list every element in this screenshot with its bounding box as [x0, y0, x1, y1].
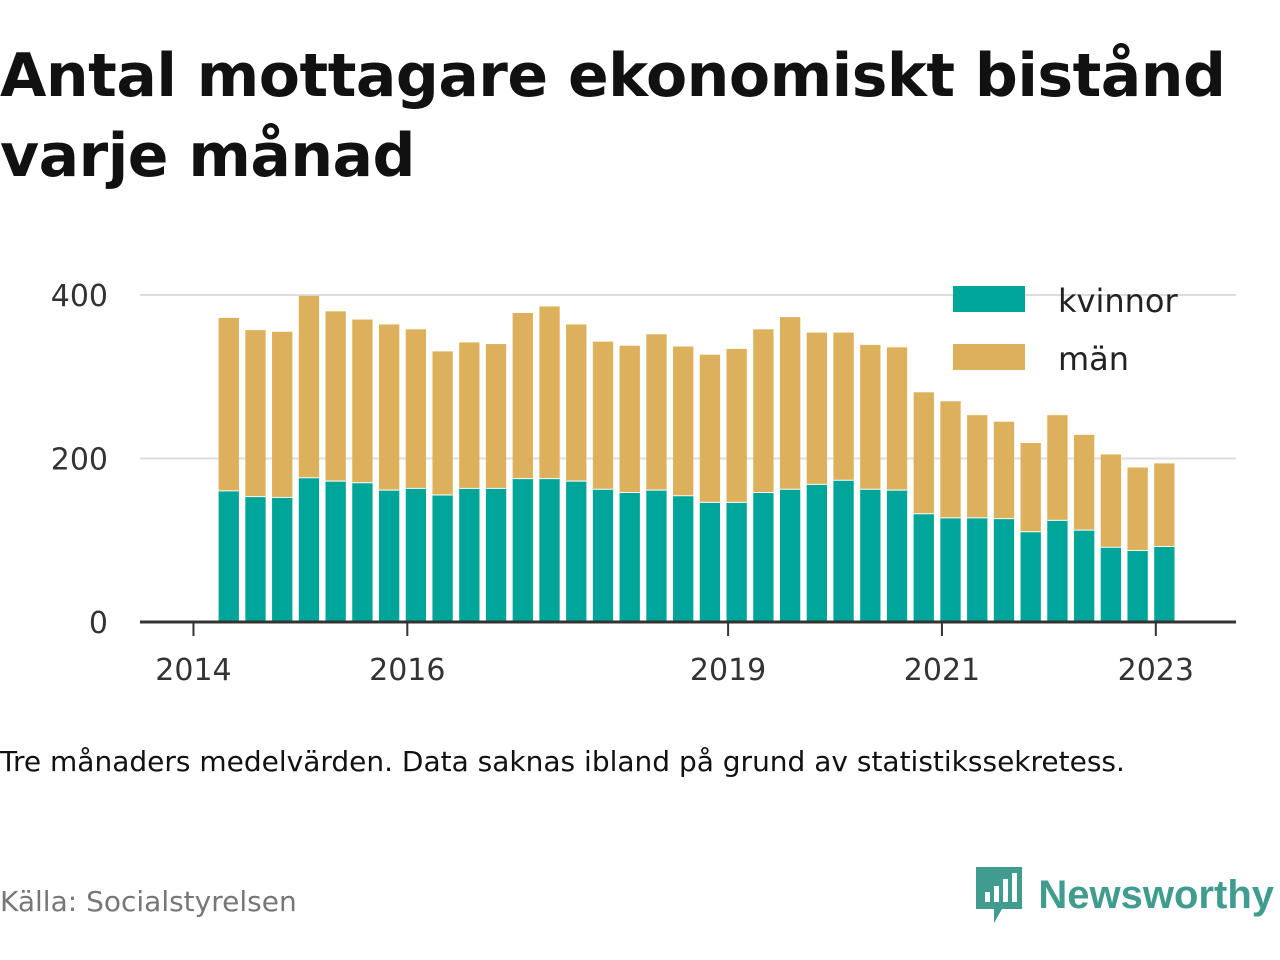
- bar-kvinnor: [566, 480, 587, 622]
- legend: kvinnor män: [953, 282, 1179, 378]
- bar-män: [592, 341, 614, 489]
- bar-kvinnor: [272, 496, 293, 622]
- bar-kvinnor: [699, 501, 721, 622]
- chart-note: Tre månaders medelvärden. Data saknas ib…: [0, 745, 1125, 778]
- newsworthy-brand[interactable]: Newsworthy: [974, 860, 1274, 930]
- bar-män: [218, 317, 239, 491]
- bar-män: [566, 324, 587, 481]
- bar-kvinnor: [512, 478, 533, 622]
- bar-män: [485, 344, 507, 488]
- x-tick-label: 2019: [690, 653, 766, 688]
- bar-män: [378, 324, 400, 490]
- bar-män: [967, 415, 988, 518]
- bar-män: [913, 392, 934, 514]
- bar-män: [993, 421, 1015, 519]
- bar-män: [1047, 415, 1068, 520]
- bar-män: [459, 342, 480, 488]
- x-tick-label: 2021: [904, 653, 980, 688]
- bar-kvinnor: [753, 492, 774, 622]
- bar-män: [1127, 467, 1148, 551]
- bar-kvinnor: [1047, 519, 1068, 622]
- bar-män: [833, 332, 854, 480]
- legend-swatch-män: [953, 344, 1025, 370]
- bar-män: [405, 329, 427, 488]
- bar-män: [325, 311, 346, 481]
- bar-män: [539, 306, 560, 479]
- bar-kvinnor: [1127, 550, 1148, 622]
- bar-män: [886, 347, 908, 490]
- bar-män: [753, 329, 774, 493]
- bar-män: [646, 334, 667, 490]
- bar-kvinnor: [1100, 546, 1122, 622]
- bar-kvinnor: [913, 513, 934, 622]
- legend-swatch-kvinnor: [953, 286, 1025, 312]
- bar-män: [1074, 434, 1095, 530]
- bar-män: [673, 346, 694, 496]
- bar-kvinnor: [352, 482, 373, 622]
- bar-kvinnor: [726, 501, 747, 622]
- bar-män: [779, 317, 801, 489]
- bar-kvinnor: [1154, 545, 1175, 622]
- bar-kvinnor: [806, 483, 828, 622]
- bar-män: [1154, 463, 1175, 546]
- bar-män: [432, 351, 453, 495]
- stacked-bar-chart: 0 200 400 2014 2016 2019 2021 2023 kvinnor män: [51, 279, 1236, 688]
- bar-kvinnor: [325, 480, 346, 622]
- legend-label-kvinnor: kvinnor: [1058, 282, 1179, 320]
- bar-kvinnor: [378, 489, 400, 622]
- bar-kvinnor: [967, 517, 988, 622]
- legend-label-män: män: [1058, 340, 1129, 378]
- bar-män: [1020, 442, 1041, 532]
- bar-män: [298, 295, 320, 478]
- bars: [218, 295, 1175, 622]
- bar-kvinnor: [779, 488, 801, 622]
- bar-män: [512, 312, 533, 479]
- bar-kvinnor: [245, 496, 266, 622]
- bar-kvinnor: [1074, 529, 1095, 622]
- bar-män: [940, 401, 961, 518]
- bar-män: [272, 331, 293, 497]
- bar-kvinnor: [833, 479, 854, 622]
- bar-kvinnor: [218, 490, 239, 622]
- bar-kvinnor: [592, 488, 614, 622]
- bar-kvinnor: [405, 487, 427, 622]
- bar-kvinnor: [432, 494, 453, 622]
- bar-män: [1100, 454, 1122, 547]
- newsworthy-logo-icon: [976, 867, 1023, 923]
- axes: 0 200 400 2014 2016 2019 2021 2023: [51, 279, 1236, 688]
- chart-title: Antal mottagare ekonomiskt bistånd varje…: [0, 41, 1226, 191]
- bar-kvinnor: [619, 492, 640, 622]
- source-label: Källa: Socialstyrelsen: [0, 885, 297, 918]
- bar-kvinnor: [646, 489, 667, 622]
- x-tick-label: 2023: [1118, 653, 1194, 688]
- x-tick-label: 2016: [369, 653, 445, 688]
- y-tick-label: 400: [51, 279, 108, 314]
- bar-män: [726, 348, 747, 502]
- bar-kvinnor: [940, 517, 961, 622]
- bar-män: [352, 319, 373, 483]
- bar-män: [806, 332, 828, 484]
- bar-kvinnor: [993, 518, 1015, 622]
- bar-män: [619, 345, 640, 493]
- x-tick-label: 2014: [155, 653, 231, 688]
- brand-name: Newsworthy: [1038, 872, 1274, 917]
- bar-kvinnor: [298, 477, 320, 622]
- bar-kvinnor: [459, 487, 480, 622]
- y-tick-label: 200: [51, 443, 108, 478]
- bar-män: [245, 330, 266, 497]
- y-tick-label: 0: [89, 606, 108, 641]
- bar-kvinnor: [673, 495, 694, 622]
- bar-kvinnor: [539, 478, 560, 622]
- bar-kvinnor: [886, 489, 908, 622]
- bar-kvinnor: [1020, 531, 1041, 622]
- bar-män: [860, 344, 881, 489]
- bar-män: [699, 354, 721, 502]
- bar-kvinnor: [860, 488, 881, 622]
- bar-kvinnor: [485, 487, 507, 622]
